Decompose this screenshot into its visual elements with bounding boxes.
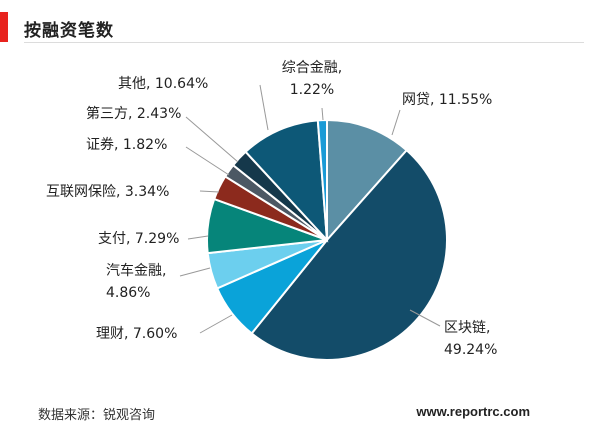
slice-label-2: 区块链, 49.24%: [444, 320, 497, 358]
slice-label-1: 网贷, 11.55%: [402, 92, 492, 108]
leader-line-5: [187, 235, 209, 240]
slice-label-8: 第三方, 2.43%: [86, 105, 181, 122]
leader-line-4: [179, 267, 211, 277]
pie-slice-2: [250, 148, 448, 361]
title-bar: 按融资笔数: [0, 12, 600, 43]
pie-slice-1: [326, 118, 409, 243]
pie-slice-9: [244, 119, 329, 243]
leader-line-8: [185, 116, 239, 163]
slice-label-7: 证券, 1.82%: [86, 137, 167, 153]
slice-label-5: 支付, 7.29%: [98, 231, 179, 247]
leader-line-2: [409, 309, 441, 327]
slice-label-10: 综合金融, 1.22%: [282, 60, 342, 98]
leader-line-9: [259, 84, 269, 131]
slice-label-9: 其他, 10.64%: [118, 76, 208, 92]
leader-line-10: [321, 107, 324, 121]
leader-line-3: [199, 314, 233, 334]
leader-line-1: [391, 109, 401, 136]
website-label: www.reportrc.com: [416, 404, 530, 419]
leader-line-7: [185, 146, 230, 176]
pie-slice-10: [316, 118, 328, 241]
leader-line-6: [199, 190, 220, 193]
slice-label-3: 理财, 7.60%: [96, 326, 177, 342]
slice-label-4: 汽车金融, 4.86%: [106, 262, 166, 301]
title-divider: [24, 42, 584, 43]
page-title: 按融资笔数: [24, 21, 114, 41]
title-accent-bar: [0, 12, 8, 42]
source-note: 数据来源：锐观咨询: [38, 408, 156, 423]
slice-label-6: 互联网保险, 3.34%: [46, 184, 169, 200]
